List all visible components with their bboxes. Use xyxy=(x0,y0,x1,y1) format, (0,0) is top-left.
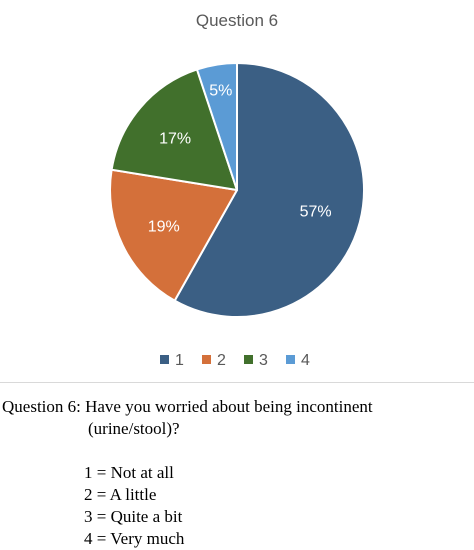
data-label-3: 17% xyxy=(159,130,191,147)
answer-scale-item: 4 = Very much xyxy=(84,529,185,548)
question-text: Question 6: Have you worried about being… xyxy=(2,397,373,416)
divider xyxy=(0,382,474,383)
pie-slice-3 xyxy=(110,68,238,191)
pie-chart: Question 6 57% 19% 17% 5% 1 2 3 4 xyxy=(109,11,365,369)
legend-label-3: 3 xyxy=(259,352,268,369)
pie-slice-4 xyxy=(195,62,238,191)
chart-panel: Question 6 57% 19% 17% 5% 1 2 3 4 xyxy=(109,11,365,369)
answer-scale-list: 1 = Not at all 2 = A little 3 = Quite a … xyxy=(84,462,474,550)
legend-label-2: 2 xyxy=(217,352,226,369)
data-label-2: 19% xyxy=(148,218,180,235)
chart-title: Question 6 xyxy=(196,11,278,30)
data-label-1: 57% xyxy=(300,204,332,221)
answer-scale-item: 1 = Not at all xyxy=(84,463,174,482)
question-text-continued: (urine/stool)? xyxy=(88,419,180,438)
chart-legend: 1 2 3 4 xyxy=(160,352,310,369)
answer-scale-item: 2 = A little xyxy=(84,485,157,504)
pie-slices xyxy=(109,62,365,318)
legend-label-4: 4 xyxy=(301,352,310,369)
legend-swatch-3 xyxy=(244,355,253,364)
legend-label-1: 1 xyxy=(175,352,184,369)
legend-swatch-4 xyxy=(286,355,295,364)
legend-swatch-2 xyxy=(202,355,211,364)
question-caption: Question 6: Have you worried about being… xyxy=(0,396,474,550)
answer-scale-item: 3 = Quite a bit xyxy=(84,507,183,526)
data-label-4: 5% xyxy=(209,83,232,100)
pie-slice-labels: 57% 19% 17% 5% xyxy=(148,83,332,236)
pie-slice-1 xyxy=(173,62,365,318)
pie-slice-2 xyxy=(109,168,238,302)
legend-swatch-1 xyxy=(160,355,169,364)
